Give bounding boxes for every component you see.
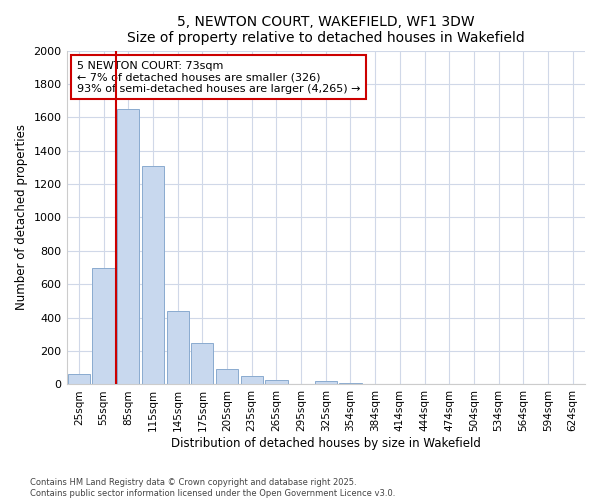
- Title: 5, NEWTON COURT, WAKEFIELD, WF1 3DW
Size of property relative to detached houses: 5, NEWTON COURT, WAKEFIELD, WF1 3DW Size…: [127, 15, 524, 45]
- Text: 5 NEWTON COURT: 73sqm
← 7% of detached houses are smaller (326)
93% of semi-deta: 5 NEWTON COURT: 73sqm ← 7% of detached h…: [77, 60, 361, 94]
- Bar: [68, 374, 90, 384]
- Bar: [216, 370, 238, 384]
- Bar: [340, 383, 362, 384]
- Bar: [117, 109, 139, 384]
- Bar: [314, 381, 337, 384]
- Bar: [241, 376, 263, 384]
- Bar: [265, 380, 287, 384]
- Bar: [167, 311, 189, 384]
- Bar: [142, 166, 164, 384]
- X-axis label: Distribution of detached houses by size in Wakefield: Distribution of detached houses by size …: [171, 437, 481, 450]
- Text: Contains HM Land Registry data © Crown copyright and database right 2025.
Contai: Contains HM Land Registry data © Crown c…: [30, 478, 395, 498]
- Bar: [92, 268, 115, 384]
- Bar: [191, 342, 214, 384]
- Y-axis label: Number of detached properties: Number of detached properties: [15, 124, 28, 310]
